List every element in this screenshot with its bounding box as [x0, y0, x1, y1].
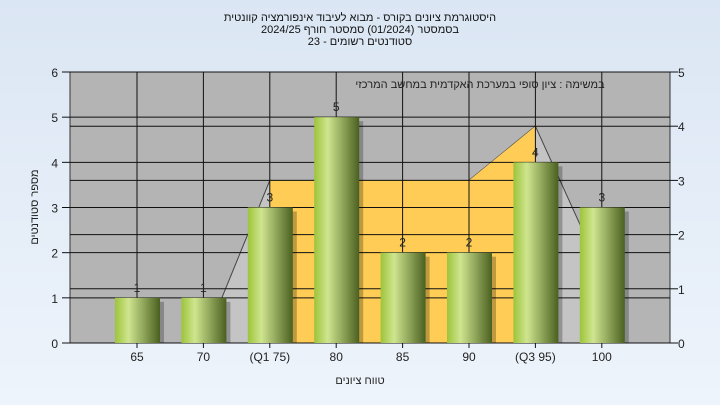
- bar-value-label: 5: [333, 100, 340, 114]
- x-tick-label: 85: [396, 350, 410, 364]
- y2-tick-label: 5: [678, 66, 685, 80]
- bar-85: [380, 252, 426, 343]
- bar-value-label: 3: [598, 191, 605, 205]
- y-tick-label: 1: [51, 292, 58, 306]
- bar-90: [447, 252, 492, 343]
- bar-value-label: 2: [466, 236, 473, 250]
- y-tick-label: 4: [51, 156, 58, 170]
- y-tick-label: 0: [51, 337, 58, 351]
- bar-65: [115, 297, 160, 343]
- y-tick-label: 3: [51, 202, 58, 216]
- y-tick-label: 6: [51, 66, 58, 80]
- y-tick-label: 2: [51, 247, 58, 261]
- bar-value-label: 2: [399, 236, 406, 250]
- x-tick-label: 80: [330, 350, 344, 364]
- bar-80: [314, 117, 360, 344]
- y2-tick-label: 4: [678, 120, 685, 134]
- chart-title-line-1: היסטוגרמת ציונים בקורס - מבוא לעיבוד אינ…: [223, 12, 497, 24]
- y-axis-label: מספר סטודנטים: [29, 169, 41, 244]
- bar-value-label: 1: [134, 281, 141, 295]
- bar-(Q3 95): [513, 162, 559, 343]
- bar-(Q1 75): [247, 207, 293, 343]
- y2-tick-label: 0: [678, 337, 685, 351]
- bar-70: [181, 297, 227, 343]
- bar-100: [579, 207, 625, 343]
- bar-value-label: 4: [532, 145, 539, 159]
- x-tick-label: (Q1 75): [249, 350, 290, 364]
- chart-title-line-3: סטודנטים רשומים - 23: [307, 36, 413, 48]
- y-tick-label: 5: [51, 111, 58, 125]
- x-axis-label: טווח ציונים: [335, 375, 384, 387]
- x-tick-label: 100: [592, 350, 612, 364]
- x-tick-label: (Q3 95): [515, 350, 556, 364]
- x-tick-label: 70: [197, 350, 211, 364]
- bar-value-label: 1: [200, 281, 207, 295]
- y2-tick-label: 1: [678, 283, 685, 297]
- chart-subtitle: במשימה : ציון סופי במערכת האקדמית במחשב …: [355, 79, 605, 91]
- chart-title-line-2: בסמסטר (01/2024) סמסטר חורף 2024/25: [260, 24, 460, 36]
- bar-value-label: 3: [266, 191, 273, 205]
- y2-tick-label: 3: [678, 174, 685, 188]
- x-tick-label: 90: [462, 350, 476, 364]
- y2-tick-label: 2: [678, 229, 685, 243]
- x-tick-label: 65: [130, 350, 144, 364]
